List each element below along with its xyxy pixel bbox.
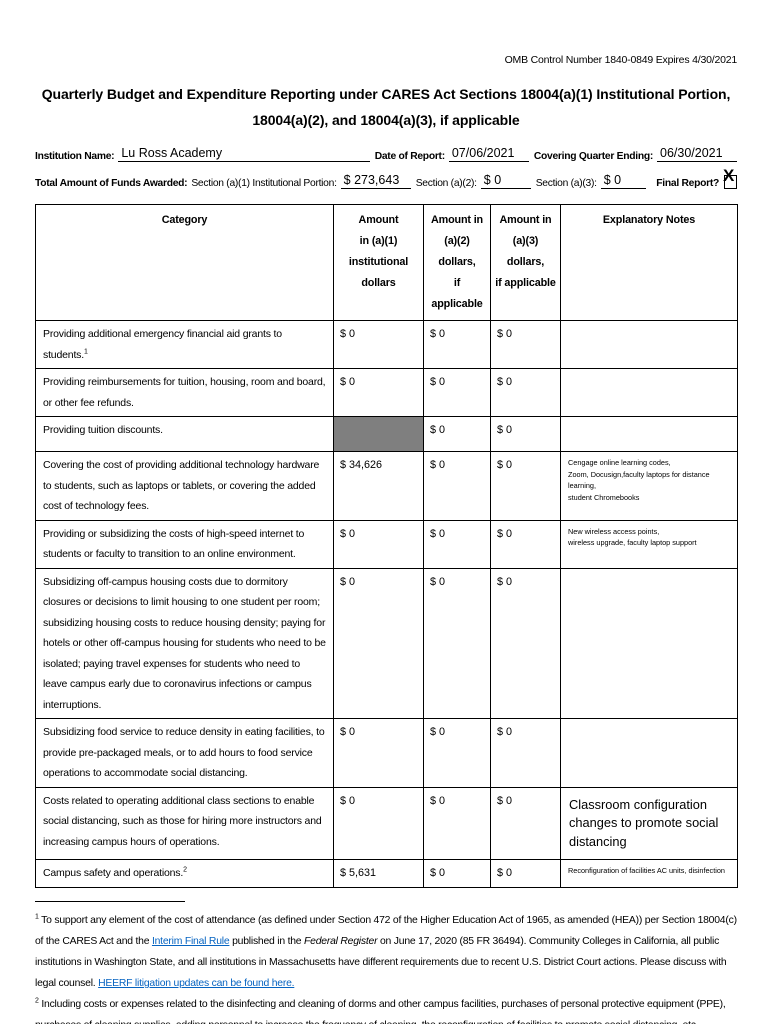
amount-a2-cell[interactable]: $ 0 (423, 786, 491, 861)
amount-a1-cell[interactable]: $ 0 (333, 786, 424, 861)
footnote-2: 2 Including costs or expenses related to… (35, 994, 737, 1024)
table-header-row: Category Amount in (a)(1) institutional … (35, 204, 738, 321)
explanatory-notes-cell[interactable] (560, 320, 738, 369)
omb-control-line: OMB Control Number 1840-0849 Expires 4/3… (504, 54, 738, 66)
amount-a1-cell[interactable]: $ 0 (333, 567, 424, 719)
col-header-category: Category (35, 204, 334, 321)
institution-name-value[interactable]: Lu Ross Academy (121, 146, 223, 160)
amount-a3-cell[interactable]: $ 0 (490, 416, 561, 452)
explanatory-notes-cell[interactable]: Classroom configuration changes to promo… (560, 786, 738, 861)
section-a3-label: Section (a)(3): (535, 178, 597, 189)
amount-a2-cell[interactable]: $ 0 (423, 451, 491, 521)
amount-a1-cell-blocked (333, 416, 424, 452)
section-a1-field[interactable]: $ 273,643 (340, 173, 411, 189)
explanatory-notes-cell[interactable]: Reconfiguration of facilities AC units, … (560, 859, 738, 889)
total-funds-label: Total Amount of Funds Awarded: (35, 178, 188, 189)
col-header-amount-a2: Amount in (a)(2) dollars, if applicable (423, 204, 491, 321)
amount-a2-cell[interactable]: $ 0 (423, 718, 491, 788)
section-a2-value[interactable]: $ 0 (483, 173, 502, 187)
amount-a1-cell[interactable]: $ 34,626 (333, 451, 424, 521)
explanatory-notes-cell[interactable] (560, 416, 738, 452)
explanatory-notes-cell[interactable] (560, 368, 738, 417)
amount-a1-cell[interactable]: $ 0 (333, 519, 424, 569)
category-cell: Providing tuition discounts. (35, 416, 334, 452)
final-report-label: Final Report? (656, 178, 719, 189)
footnote-1-text-b: published in the (229, 936, 305, 948)
table-row: Costs related to operating additional cl… (35, 786, 738, 861)
budget-expenditure-table: Category Amount in (a)(1) institutional … (35, 204, 738, 889)
amount-a3-cell[interactable]: $ 0 (490, 451, 561, 521)
explanatory-notes-cell[interactable] (560, 567, 738, 719)
date-of-report-value[interactable]: 07/06/2021 (451, 146, 515, 160)
amount-a1-cell[interactable]: $ 0 (333, 368, 424, 417)
category-cell: Providing reimbursements for tuition, ho… (35, 368, 334, 417)
table-row: Covering the cost of providing additiona… (35, 451, 738, 521)
section-a2-field[interactable]: $ 0 (480, 173, 531, 189)
date-of-report-label: Date of Report: (374, 151, 445, 162)
interim-final-rule-link[interactable]: Interim Final Rule (151, 936, 230, 948)
date-of-report-field[interactable]: 07/06/2021 (448, 146, 529, 162)
explanatory-notes-cell[interactable]: New wireless access points, wireless upg… (560, 519, 738, 569)
federal-register-italic: Federal Register (304, 936, 378, 948)
form-row-institution: Institution Name: Lu Ross Academy Date o… (35, 146, 737, 164)
table-row: Providing additional emergency financial… (35, 320, 738, 369)
covering-quarter-value[interactable]: 06/30/2021 (660, 146, 723, 160)
amount-a2-cell[interactable]: $ 0 (423, 368, 491, 417)
section-a1-label: Section (a)(1) Institutional Portion: (191, 178, 337, 189)
amount-a2-cell[interactable]: $ 0 (423, 519, 491, 569)
col-header-explanatory-notes: Explanatory Notes (560, 204, 738, 321)
category-cell: Costs related to operating additional cl… (35, 786, 334, 861)
amount-a1-cell[interactable]: $ 0 (333, 718, 424, 788)
footnote-separator (35, 901, 185, 903)
amount-a3-cell[interactable]: $ 0 (490, 519, 561, 569)
final-report-checked-icon: X (723, 166, 735, 185)
page-title: Quarterly Budget and Expenditure Reporti… (41, 86, 731, 128)
final-report-checkbox[interactable]: X (723, 167, 737, 189)
amount-a2-cell[interactable]: $ 0 (423, 567, 491, 719)
table-row: Campus safety and operations.2 $ 5,631 $… (35, 859, 738, 889)
covering-quarter-field[interactable]: 06/30/2021 (657, 146, 737, 162)
category-cell: Subsidizing off-campus housing costs due… (35, 567, 334, 719)
section-a2-label: Section (a)(2): (415, 178, 477, 189)
footnote-2-text: Including costs or expenses related to t… (35, 999, 726, 1024)
category-cell: Providing or subsidizing the costs of hi… (35, 519, 334, 569)
col-header-amount-a3: Amount in (a)(3) dollars, if applicable (490, 204, 561, 321)
institution-name-label: Institution Name: (35, 151, 115, 162)
institution-name-field[interactable]: Lu Ross Academy (118, 146, 370, 162)
amount-a3-cell[interactable]: $ 0 (490, 786, 561, 861)
explanatory-notes-cell[interactable] (560, 718, 738, 788)
form-row-funds-awarded: Total Amount of Funds Awarded: Section (… (35, 167, 737, 191)
table-row: Subsidizing off-campus housing costs due… (35, 567, 738, 719)
section-a3-field[interactable]: $ 0 (600, 173, 647, 189)
footnotes: 1 To support any element of the cost of … (35, 910, 737, 1024)
col-header-amount-a1: Amount in (a)(1) institutional dollars (333, 204, 424, 321)
footnote-1: 1 To support any element of the cost of … (35, 913, 737, 990)
amount-a3-cell[interactable]: $ 0 (490, 368, 561, 417)
explanatory-notes-cell[interactable]: Cengage online learning codes, Zoom, Doc… (560, 451, 738, 521)
table-row: Providing reimbursements for tuition, ho… (35, 368, 738, 417)
amount-a2-cell[interactable]: $ 0 (423, 320, 491, 369)
amount-a3-cell[interactable]: $ 0 (490, 718, 561, 788)
amount-a3-cell[interactable]: $ 0 (490, 859, 561, 889)
amount-a2-cell[interactable]: $ 0 (423, 859, 491, 889)
covering-quarter-label: Covering Quarter Ending: (533, 151, 653, 162)
table-row: Providing tuition discounts. $ 0 $ 0 (35, 416, 738, 452)
category-cell: Subsidizing food service to reduce densi… (35, 718, 334, 788)
footnote-1-text-a: To support any element of the cost of at… (35, 915, 737, 948)
amount-a3-cell[interactable]: $ 0 (490, 567, 561, 719)
amount-a3-cell[interactable]: $ 0 (490, 320, 561, 369)
amount-a2-cell[interactable]: $ 0 (423, 416, 491, 452)
footnote-1-text-c: on June 17, 2020 (85 FR 36494). Communit… (35, 936, 727, 990)
category-cell: Campus safety and operations.2 (35, 859, 334, 889)
amount-a1-cell[interactable]: $ 0 (333, 320, 424, 369)
table-row: Subsidizing food service to reduce densi… (35, 718, 738, 788)
category-cell: Covering the cost of providing additiona… (35, 451, 334, 521)
section-a3-value[interactable]: $ 0 (603, 173, 622, 187)
section-a1-value[interactable]: $ 273,643 (343, 173, 400, 187)
amount-a1-cell[interactable]: $ 5,631 (333, 859, 424, 889)
category-cell: Providing additional emergency financial… (35, 320, 334, 369)
heerf-litigation-updates-link[interactable]: HEERF litigation updates can be found he… (98, 978, 295, 990)
table-row: Providing or subsidizing the costs of hi… (35, 519, 738, 569)
